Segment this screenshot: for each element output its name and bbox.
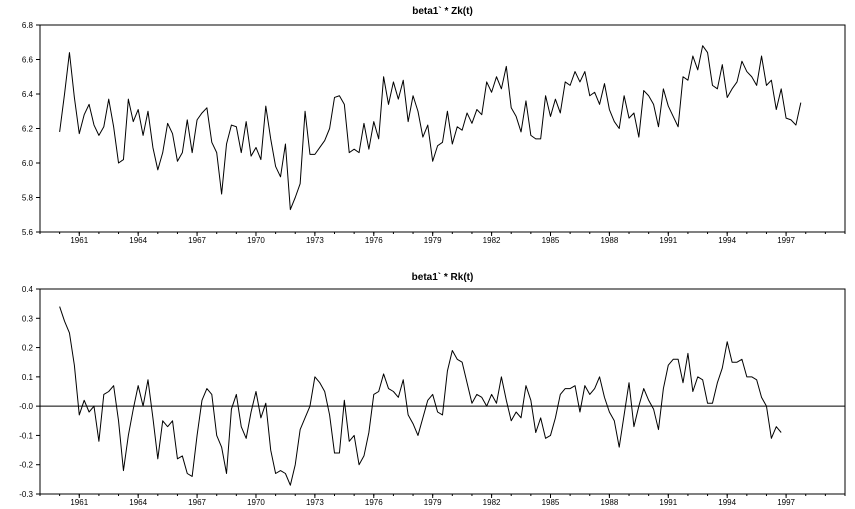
chart-panel-2: beta1` * Rk(t) -0.3 -0.2 -0.1 -0.0 0.1 0.2 0.3 0… — [19, 272, 846, 507]
x-tick-label: 1976 — [365, 236, 383, 245]
y-tick-label: 6.2 — [22, 125, 34, 134]
x-tick-label: 1976 — [365, 498, 383, 507]
x-tick-label: 1982 — [483, 498, 501, 507]
chart-title: beta1` * Zk(t) — [412, 6, 473, 17]
y-tick-label: 6.6 — [22, 56, 34, 65]
y-tick-label: -0.1 — [19, 431, 33, 440]
x-tick-label: 1991 — [659, 236, 677, 245]
x-tick-label: 1961 — [70, 236, 88, 245]
plot-frame — [39, 24, 846, 233]
chart-title: beta1` * Rk(t) — [412, 272, 474, 283]
y-tick-label: 6.0 — [22, 159, 34, 168]
x-tick-label: 1964 — [129, 498, 147, 507]
series-line — [59, 45, 802, 211]
chart-panel-1: beta1` * Zk(t) 5.6 5.8 6.0 6.2 6.4 6.6 6.8 1961 1… — [22, 6, 846, 245]
x-tick-label: 1988 — [600, 236, 618, 245]
x-tick-label: 1967 — [188, 236, 206, 245]
y-tick-label: 0.4 — [22, 285, 34, 294]
y-tick-label: 5.8 — [22, 194, 34, 203]
x-tick-label: 1988 — [600, 498, 618, 507]
x-tick-label: 1970 — [247, 236, 265, 245]
x-tick-label: 1964 — [129, 236, 147, 245]
y-tick-label: 6.4 — [22, 90, 34, 99]
plot-frame — [39, 288, 846, 495]
x-tick-label: 1985 — [542, 236, 560, 245]
x-tick-label: 1961 — [70, 498, 88, 507]
x-tick-label: 1991 — [659, 498, 677, 507]
x-tick-label: 1997 — [777, 498, 795, 507]
y-tick-label: 0.3 — [22, 314, 34, 323]
series-line — [59, 306, 782, 486]
x-tick-label: 1994 — [718, 236, 736, 245]
x-tick-label: 1979 — [424, 236, 442, 245]
x-tick-label: 1985 — [542, 498, 560, 507]
y-tick-label: -0.2 — [19, 461, 33, 470]
y-tick-label: 6.8 — [22, 21, 34, 30]
y-tick-label: -0.3 — [19, 490, 33, 499]
x-tick-label: 1973 — [306, 236, 324, 245]
y-tick-label: 0.1 — [22, 373, 34, 382]
x-tick-label: 1973 — [306, 498, 324, 507]
y-tick-label: 5.6 — [22, 228, 34, 237]
x-tick-label: 1994 — [718, 498, 736, 507]
x-tick-label: 1979 — [424, 498, 442, 507]
x-tick-label: 1970 — [247, 498, 265, 507]
y-tick-label: 0.2 — [22, 344, 34, 353]
x-tick-label: 1997 — [777, 236, 795, 245]
x-tick-label: 1982 — [483, 236, 501, 245]
x-tick-label: 1967 — [188, 498, 206, 507]
y-tick-label: -0.0 — [19, 402, 33, 411]
